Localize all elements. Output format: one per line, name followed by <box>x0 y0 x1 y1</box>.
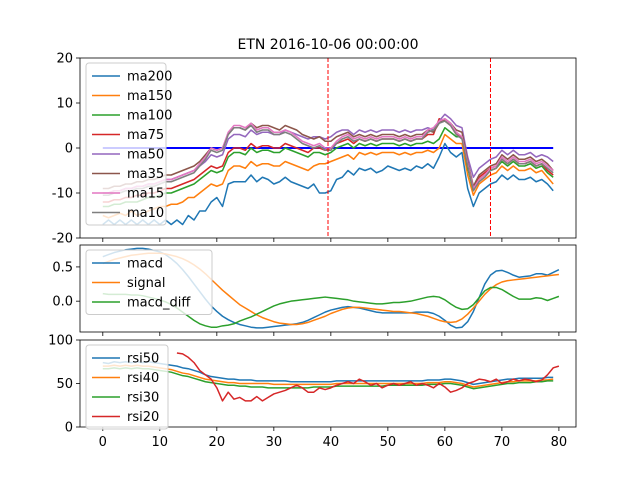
x-tick-label: 80 <box>551 435 568 450</box>
legend-label-macd: macd <box>127 257 163 272</box>
legend-label-macd_diff: macd_diff <box>127 296 191 311</box>
series-line-rsi50 <box>102 361 554 386</box>
legend-label-rsi40: rsi40 <box>127 371 159 386</box>
legend-label-signal: signal <box>127 276 165 291</box>
top-legend-box <box>85 62 167 226</box>
middle-legend: macd signal macd_diff <box>85 249 213 315</box>
top-panel: -20-1001020ma200ma150ma100ma75ma50ma35ma… <box>52 52 577 247</box>
top-legend: ma200 ma150 ma100 ma75 ma50 ma35 ma15 ma10 <box>85 62 172 226</box>
bottom-ytick-label: 100 <box>48 334 73 349</box>
top-series-group <box>102 58 554 238</box>
bottom-legend: rsi50 rsi40 rsi30 rsi20 <box>85 344 169 430</box>
chart-title: ETN 2016-10-06 00:00:00 <box>237 37 418 53</box>
middle-ytick-label: 0.5 <box>52 260 73 275</box>
bottom-series-group <box>102 352 560 402</box>
x-tick-label: 60 <box>437 435 454 450</box>
legend-label-rsi30: rsi30 <box>127 391 159 406</box>
legend-label-ma10: ma10 <box>127 206 164 221</box>
series-line-rsi40 <box>102 364 554 388</box>
x-tick-label: 70 <box>494 435 511 450</box>
x-tick-label: 20 <box>209 435 226 450</box>
x-tick-label: 50 <box>380 435 397 450</box>
middle-panel: 0.0 0.5 macd signal macd_diff <box>52 244 577 336</box>
top-ytick-label: 10 <box>56 97 73 112</box>
bottom-ytick-label: 0 <box>65 421 73 436</box>
middle-axes-frame <box>79 244 577 333</box>
middle-ytick-label: 0.0 <box>52 295 73 310</box>
x-tick-label: 30 <box>266 435 283 450</box>
legend-label-ma150: ma150 <box>127 89 172 104</box>
series-line-rsi30 <box>102 367 554 390</box>
bottom-legend-box <box>85 344 169 430</box>
top-ytick-label: 0 <box>65 142 73 157</box>
legend-label-ma35: ma35 <box>127 167 164 182</box>
legend-label-ma100: ma100 <box>127 109 172 124</box>
x-tick-label: 40 <box>323 435 340 450</box>
legend-label-ma200: ma200 <box>127 70 172 85</box>
legend-label-ma75: ma75 <box>127 128 164 143</box>
legend-label-ma50: ma50 <box>127 148 164 163</box>
bottom-ytick-label: 50 <box>56 377 73 392</box>
series-line-ma35 <box>102 118 554 190</box>
top-ytick-label: 20 <box>56 52 73 67</box>
legend-label-rsi20: rsi20 <box>127 410 159 425</box>
top-ytick-label: -20 <box>52 232 73 247</box>
legend-label-rsi50: rsi50 <box>127 352 159 367</box>
x-tick-label: 10 <box>152 435 169 450</box>
middle-legend-box <box>85 249 213 315</box>
plot-area: -20-1001020ma200ma150ma100ma75ma50ma35ma… <box>48 52 577 450</box>
top-ytick-label: -10 <box>52 187 73 202</box>
x-tick-label: 0 <box>99 435 107 450</box>
series-line-rsi20 <box>176 352 560 402</box>
legend-label-ma15: ma15 <box>127 187 164 202</box>
